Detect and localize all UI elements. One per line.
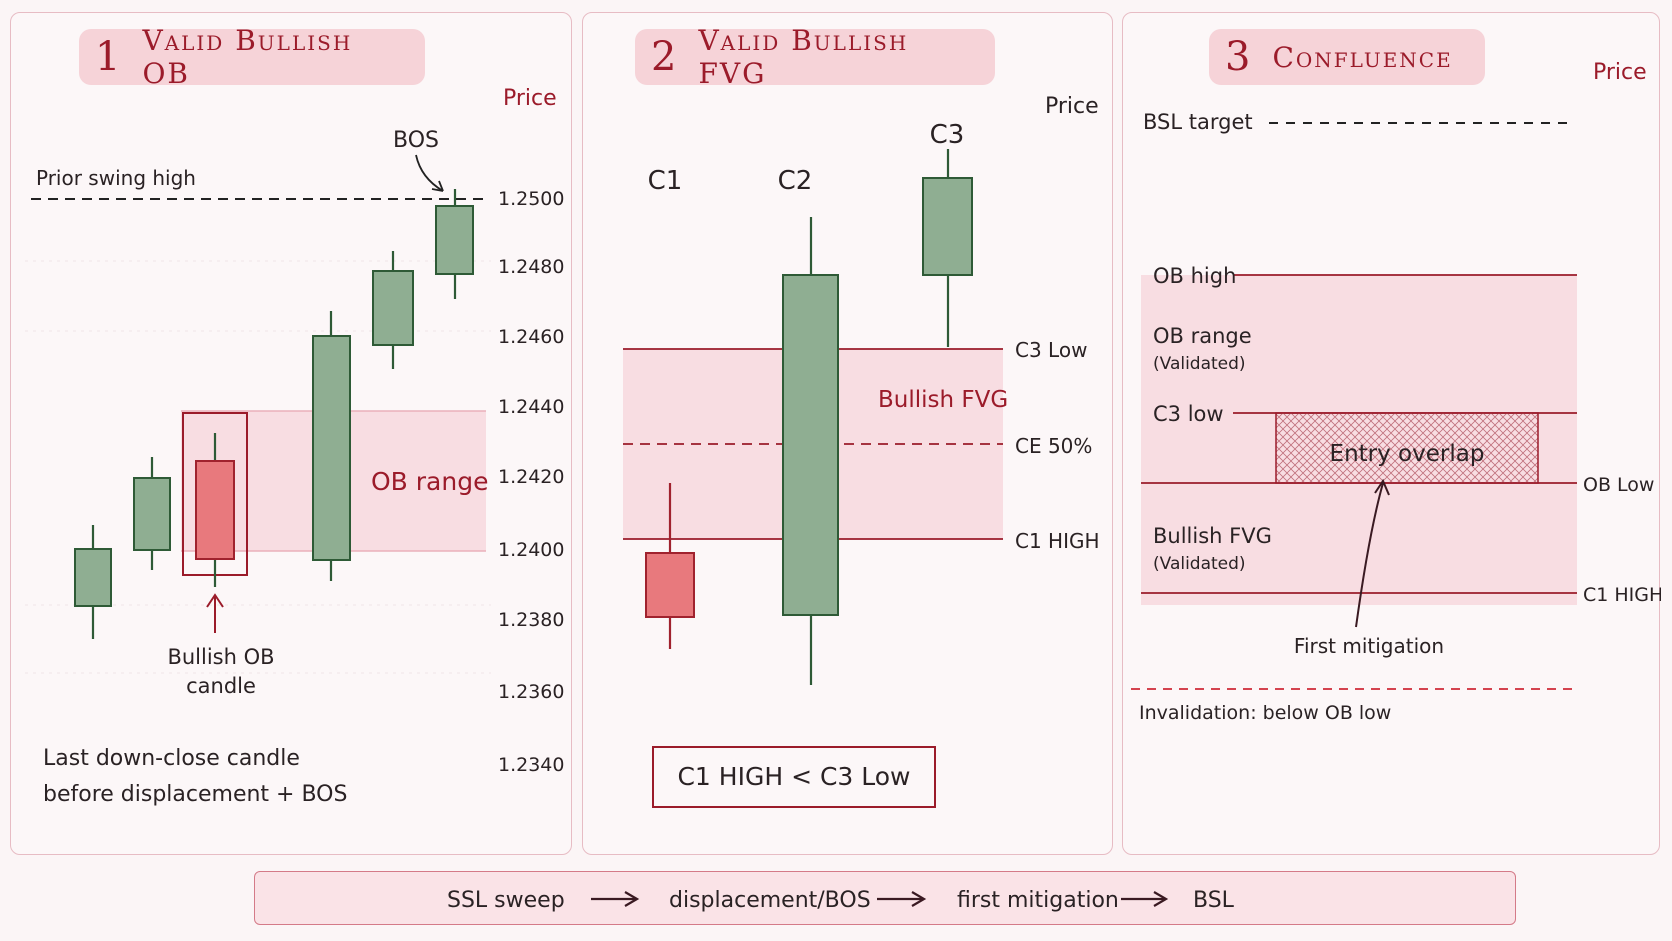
- panel-valid-bullish-ob: 1 Valid Bullish OB Prior swing high BOS: [10, 12, 572, 855]
- flow-bar: SSL sweep displacement/BOS first mitigat…: [254, 871, 1516, 925]
- c3-low-label: C3 low: [1153, 402, 1224, 426]
- bos-label: BOS: [393, 128, 439, 153]
- flow-step-bsl: BSL: [1193, 888, 1235, 913]
- panel-valid-bullish-fvg: 2 Valid Bullish FVG Price C1 C2 C3: [582, 12, 1113, 855]
- flow-step-mitigation: first mitigation: [957, 888, 1119, 913]
- tick-label: 1.2460: [498, 326, 564, 348]
- tick-label: 1.2380: [498, 609, 564, 631]
- tick-label: 1.2420: [498, 466, 564, 488]
- mitigation-arrow-head: [1374, 478, 1390, 496]
- panel-1-title: 1 Valid Bullish OB: [79, 24, 425, 90]
- panel-3-chart: Price BSL target Entry overlap OB high O…: [1131, 60, 1661, 724]
- candle-bos: [435, 189, 474, 299]
- ob-candle-label: Bullish OB: [167, 645, 274, 669]
- c3-label: C3: [930, 120, 965, 150]
- tick-label: 1.2440: [498, 396, 564, 418]
- candle: [312, 311, 351, 581]
- panel-1-title-text: Valid Bullish OB: [142, 24, 353, 90]
- candle: [133, 457, 171, 570]
- mitigation-arrow: [1355, 482, 1384, 628]
- tick-label: 1.2400: [498, 539, 564, 561]
- fvg-sub: (Validated): [1153, 554, 1246, 574]
- price-axis-title: Price: [503, 86, 557, 111]
- bsl-label: BSL target: [1143, 110, 1253, 134]
- tick-label: 1.2480: [498, 256, 564, 278]
- flow-arrow-icon: [877, 891, 927, 907]
- flow-diagram: SSL sweep displacement/BOS first mitigat…: [447, 888, 1235, 913]
- flow-step-displacement: displacement/BOS: [669, 888, 871, 913]
- invalidation-label: Invalidation: below OB low: [1139, 702, 1391, 724]
- c3-low-label: C3 Low: [1015, 338, 1087, 362]
- note-line-1: Last down-close candle: [43, 746, 300, 771]
- price-axis-title: Price: [1045, 94, 1099, 119]
- c3-candle: [922, 149, 973, 347]
- prior-swing-high-label: Prior swing high: [36, 166, 196, 190]
- bos-arrow: [415, 154, 444, 192]
- price-ticks: 1.2500 1.2480 1.2460 1.2440 1.2420 1.240…: [498, 188, 564, 776]
- fvg-label: Bullish FVG: [1153, 524, 1272, 548]
- fvg-label: Bullish FVG: [878, 387, 1008, 413]
- bullish-ob-candle: [195, 433, 235, 587]
- entry-overlap-zone: [1275, 412, 1539, 484]
- tick-label: 1.2340: [498, 754, 564, 776]
- candle: [372, 251, 414, 369]
- panel-3-title-text: Confluence: [1272, 40, 1453, 74]
- c1-label: C1: [648, 166, 683, 196]
- ob-high-label: OB high: [1153, 264, 1236, 288]
- tick-label: 1.2360: [498, 681, 564, 703]
- ce-label: CE 50%: [1015, 434, 1092, 458]
- mitigation-label: First mitigation: [1294, 634, 1444, 658]
- c1-candle: [645, 483, 695, 649]
- panel-confluence: 3 Confluence Price BSL target Entry over…: [1122, 12, 1661, 855]
- ob-candle-arrow-head: [206, 593, 224, 608]
- c2-candle: [782, 217, 839, 685]
- c1-high-label: C1 HIGH: [1015, 529, 1100, 553]
- panel-2-title-text: Valid Bullish FVG: [698, 24, 909, 90]
- candle: [74, 525, 112, 639]
- ob-range-label: OB range: [1153, 324, 1252, 348]
- flow-arrow-icon: [591, 891, 640, 907]
- rule-text: C1 HIGH < C3 Low: [677, 762, 910, 791]
- ob-range-label: OB range: [371, 467, 488, 496]
- panel-1-chart: Prior swing high BOS Price 1.2500 1.2480…: [25, 86, 564, 807]
- note-line-2: before displacement + BOS: [43, 782, 347, 807]
- rule-box: [652, 746, 936, 808]
- price-axis-title: Price: [1593, 60, 1647, 85]
- flow-arrow-icon: [1121, 891, 1169, 907]
- ob-candle-label-2: candle: [186, 674, 256, 698]
- ob-low-label: OB Low: [1583, 474, 1654, 496]
- entry-label: Entry overlap: [1330, 441, 1485, 467]
- ob-range-sub: (Validated): [1153, 354, 1246, 374]
- panel-3-number: 3: [1225, 34, 1251, 80]
- grid-lines: [25, 260, 491, 674]
- panel-3-title: 3 Confluence: [1209, 29, 1485, 85]
- bos-arrow-head: [431, 180, 444, 192]
- panel-1-number: 1: [95, 34, 121, 80]
- tick-label: 1.2500: [498, 188, 564, 210]
- c2-label: C2: [778, 166, 813, 196]
- flow-step-ssl-sweep: SSL sweep: [447, 888, 565, 913]
- panel-2-title: 2 Valid Bullish FVG: [635, 24, 995, 90]
- panel-2-number: 2: [651, 34, 677, 80]
- panel-2-chart: Price C1 C2 C3: [623, 94, 1100, 808]
- c1-high-label: C1 HIGH: [1583, 584, 1661, 606]
